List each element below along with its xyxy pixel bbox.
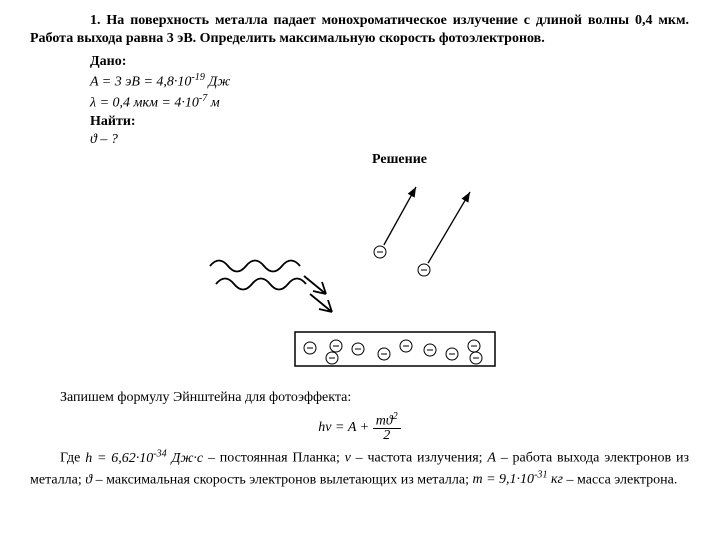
- given-block: Дано: A = 3 эВ = 4,8·10-19 Дж λ = 0,4 мк…: [90, 54, 689, 147]
- problem-statement: 1. На поверхность металла падает монохро…: [30, 12, 689, 48]
- given-A-prefix: A = 3 эВ = 4,8·10: [90, 75, 191, 90]
- exp-c: – частота излучения;: [351, 451, 488, 466]
- exp-f: – масса электрона.: [563, 472, 677, 487]
- given-lambda-unit: м: [207, 96, 219, 111]
- frac-top: mϑ: [376, 413, 393, 428]
- find-label: Найти:: [90, 114, 689, 130]
- frac-sup: 2: [393, 411, 398, 422]
- given-label: Дано:: [90, 54, 689, 70]
- exp-e: – максимальная скорость электронов вылет…: [92, 472, 472, 487]
- problem-text: На поверхность металла падает монохромат…: [30, 13, 689, 46]
- exp-A-sym: A: [487, 451, 496, 466]
- photoeffect-diagram: [180, 174, 540, 374]
- frac-bot: 2: [373, 429, 401, 443]
- exp-a: Где: [60, 451, 85, 466]
- given-line-lambda: λ = 0,4 мкм = 4·10-7 м: [90, 93, 689, 112]
- given-lambda-prefix: λ = 0,4 мкм = 4·10: [90, 96, 199, 111]
- solution-title: Решение: [30, 152, 689, 168]
- exp-h-exp: -34: [153, 448, 166, 459]
- exp-m: m = 9,1·10: [473, 472, 535, 487]
- find-line: ϑ – ?: [90, 132, 689, 148]
- formula-intro: Запишем формулу Эйнштейна для фотоэффект…: [30, 389, 689, 408]
- exp-h: h = 6,62·10: [85, 451, 153, 466]
- formula-lhs: hν = A +: [318, 420, 372, 435]
- exp-m-exp: -31: [534, 470, 547, 481]
- diagram: [30, 174, 689, 379]
- problem-number: 1.: [90, 13, 101, 28]
- explanation-para: Где h = 6,62·10-34 Дж·с – постоянная Пла…: [30, 447, 689, 490]
- given-A-exp: -19: [191, 72, 204, 83]
- exp-b: – постоянная Планка;: [203, 451, 345, 466]
- exp-m-unit: кг: [548, 472, 564, 487]
- given-A-unit: Дж: [205, 75, 230, 90]
- formula-fraction: mϑ2 2: [373, 412, 401, 444]
- einstein-formula: hν = A + mϑ2 2: [30, 412, 689, 444]
- exp-h-unit: Дж·с: [167, 451, 203, 466]
- given-line-A: A = 3 эВ = 4,8·10-19 Дж: [90, 72, 689, 91]
